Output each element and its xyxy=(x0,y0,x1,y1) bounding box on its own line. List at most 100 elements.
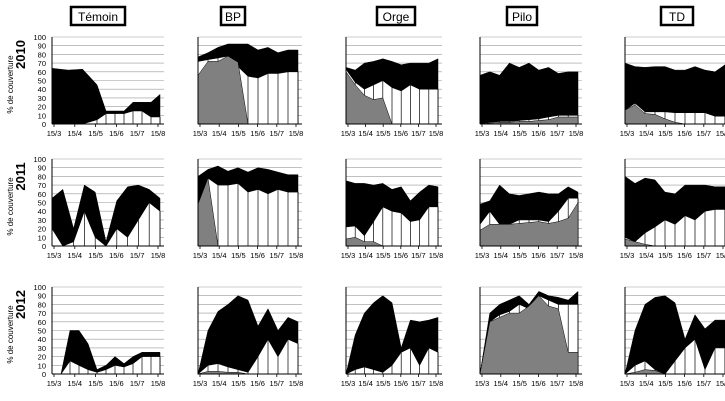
x-tick-label: 15/4 xyxy=(639,251,654,260)
x-tick-label: 15/6 xyxy=(109,129,124,138)
y-tick-label: 10 xyxy=(38,111,46,120)
x-tick-label: 15/8 xyxy=(429,129,444,138)
x-tick-label: 15/3 xyxy=(475,251,490,260)
x-tick-label: 15/5 xyxy=(231,379,246,388)
y-tick-label: 80 xyxy=(38,50,46,59)
x-tick-label: 15/5 xyxy=(88,379,103,388)
y-tick-label: 0 xyxy=(42,120,46,129)
y-tick-label: 40 xyxy=(38,335,46,344)
y-tick-label: 0 xyxy=(42,370,46,379)
column-header-td: TD xyxy=(669,10,685,24)
x-tick-label: 15/7 xyxy=(130,379,145,388)
y-tick-label: 60 xyxy=(38,318,46,327)
x-tick-label: 15/3 xyxy=(475,379,490,388)
x-tick-label: 15/4 xyxy=(212,251,227,260)
x-tick-label: 15/6 xyxy=(250,379,265,388)
x-tick-label: 15/6 xyxy=(109,379,124,388)
x-tick-label: 15/7 xyxy=(550,251,565,260)
x-tick-label: 15/6 xyxy=(393,251,408,260)
x-tick-label: 15/4 xyxy=(493,129,508,138)
column-header-orge: Orge xyxy=(383,10,410,24)
row-year-2011: 2011 xyxy=(13,162,28,190)
x-tick-label: 15/7 xyxy=(130,251,145,260)
y-tick-label: 100 xyxy=(33,283,46,292)
series-total-area xyxy=(52,330,161,375)
column-header-bp: BP xyxy=(225,10,241,24)
x-tick-label: 15/7 xyxy=(269,251,284,260)
x-tick-label: 15/5 xyxy=(88,129,103,138)
x-tick-label: 15/4 xyxy=(493,379,508,388)
x-tick-label: 15/8 xyxy=(569,129,584,138)
y-tick-label: 0 xyxy=(42,242,46,251)
x-tick-label: 15/8 xyxy=(716,251,725,260)
x-tick-label: 15/8 xyxy=(151,251,166,260)
x-tick-label: 15/3 xyxy=(620,129,635,138)
x-tick-label: 15/8 xyxy=(429,379,444,388)
series-grey-area xyxy=(479,295,579,375)
y-tick-label: 30 xyxy=(38,94,46,103)
row-year-2012: 2012 xyxy=(13,290,28,319)
x-tick-label: 15/4 xyxy=(67,251,82,260)
x-tick-label: 15/4 xyxy=(67,129,82,138)
x-tick-label: 15/7 xyxy=(411,379,426,388)
x-tick-label: 15/7 xyxy=(696,251,711,260)
x-tick-label: 15/4 xyxy=(493,251,508,260)
x-tick-label: 15/4 xyxy=(67,379,82,388)
y-tick-label: 80 xyxy=(38,300,46,309)
x-tick-label: 15/7 xyxy=(269,129,284,138)
x-tick-label: 15/7 xyxy=(550,129,565,138)
x-tick-label: 15/8 xyxy=(429,251,444,260)
x-tick-label: 15/7 xyxy=(411,251,426,260)
y-tick-label: 20 xyxy=(38,353,46,362)
x-tick-label: 15/6 xyxy=(250,129,265,138)
x-tick-label: 15/8 xyxy=(569,379,584,388)
y-tick-label: 40 xyxy=(38,207,46,216)
column-header-box xyxy=(375,5,417,27)
x-tick-label: 15/4 xyxy=(358,129,373,138)
x-tick-label: 15/5 xyxy=(88,251,103,260)
x-tick-label: 15/4 xyxy=(212,129,227,138)
y-tick-label: 30 xyxy=(38,344,46,353)
x-tick-label: 15/8 xyxy=(289,379,304,388)
y-tick-label: 30 xyxy=(38,216,46,225)
row-ylabel: % de couverture xyxy=(6,177,15,236)
y-tick-label: 70 xyxy=(38,59,46,68)
row-ylabel: % de couverture xyxy=(6,55,15,114)
x-tick-label: 15/3 xyxy=(341,129,356,138)
x-tick-label: 15/5 xyxy=(231,129,246,138)
y-tick-label: 20 xyxy=(38,103,46,112)
y-tick-label: 50 xyxy=(38,77,46,86)
y-tick-label: 100 xyxy=(33,155,46,164)
y-tick-label: 70 xyxy=(38,309,46,318)
y-tick-label: 80 xyxy=(38,172,46,181)
x-tick-label: 15/6 xyxy=(677,379,692,388)
y-tick-label: 90 xyxy=(38,164,46,173)
y-tick-label: 60 xyxy=(38,68,46,77)
x-tick-label: 15/7 xyxy=(550,379,565,388)
x-tick-label: 15/3 xyxy=(341,379,356,388)
y-tick-label: 10 xyxy=(38,361,46,370)
x-tick-label: 15/6 xyxy=(393,129,408,138)
x-tick-label: 15/7 xyxy=(269,379,284,388)
x-tick-label: 15/3 xyxy=(620,251,635,260)
x-tick-label: 15/3 xyxy=(47,379,62,388)
x-tick-label: 15/5 xyxy=(512,379,527,388)
y-tick-label: 50 xyxy=(38,327,46,336)
x-tick-label: 15/4 xyxy=(358,251,373,260)
x-tick-label: 15/3 xyxy=(193,251,208,260)
x-tick-label: 15/7 xyxy=(411,129,426,138)
y-tick-label: 10 xyxy=(38,233,46,242)
y-tick-label: 90 xyxy=(38,42,46,51)
series-grey-area xyxy=(479,116,579,125)
column-header-témoin: Témoin xyxy=(78,10,118,24)
row-year-2010: 2010 xyxy=(13,40,28,69)
x-tick-label: 15/5 xyxy=(658,251,673,260)
x-tick-label: 15/6 xyxy=(393,379,408,388)
x-tick-label: 15/6 xyxy=(677,129,692,138)
x-tick-label: 15/5 xyxy=(231,251,246,260)
x-tick-label: 15/4 xyxy=(212,379,227,388)
series-total-area xyxy=(345,295,439,375)
x-tick-label: 15/3 xyxy=(193,129,208,138)
series-total-area xyxy=(624,62,725,125)
